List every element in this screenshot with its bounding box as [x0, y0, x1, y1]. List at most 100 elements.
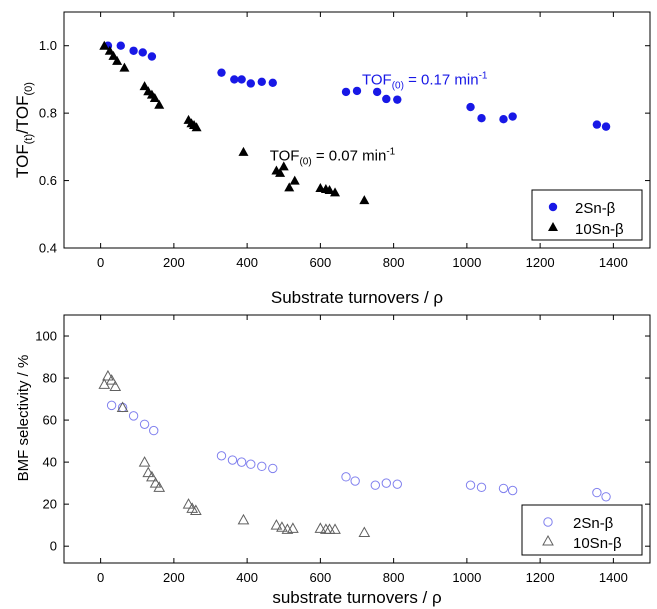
top-y-tick-label: 1.0 [39, 38, 57, 53]
bottom-point-series-1 [138, 456, 151, 467]
bottom-y-tick-label: 80 [43, 371, 57, 386]
bottom-point-series-1 [329, 523, 341, 534]
bottom-x-tick-label: 1400 [599, 570, 628, 585]
bottom-x-axis-label: substrate turnovers / ρ [272, 588, 441, 607]
top-point-series-0 [237, 75, 246, 84]
top-legend-box [531, 189, 643, 241]
top-x-tick-label: 800 [383, 255, 405, 270]
top-point-series-0 [268, 78, 277, 88]
top-point-series-0 [592, 120, 602, 129]
bottom-point-series-0 [392, 479, 402, 489]
annotation-sub: (0) [392, 80, 404, 91]
bottom-legend-box [521, 504, 643, 556]
top-point-series-1 [324, 185, 335, 195]
top-point-series-1 [104, 45, 115, 55]
bottom-point-series-0 [106, 400, 117, 411]
top-panel: 0 200 400 600 800 1000 1200 1400 0.4 0.6 0.8 1.0 T… [13, 11, 651, 307]
annotation-prefix: TOF [362, 71, 392, 88]
top-point-series-1 [99, 40, 110, 50]
bottom-x-tick-label: 400 [236, 570, 258, 585]
top-point-series-0 [393, 95, 402, 104]
top-legend-label-10sn: 10Sn-β [575, 221, 624, 238]
top-legend: 2Sn-β 10Sn-β [531, 189, 643, 241]
top-x-axis-label: Substrate turnovers / ρ [271, 288, 443, 307]
top-x-tick-label: 1400 [599, 255, 628, 270]
top-y-tick-label: 0.4 [39, 241, 57, 256]
bottom-y-axis-ticks: 0 20 40 60 80 100 [35, 329, 650, 554]
top-point-series-0 [129, 46, 138, 55]
bottom-point-series-1 [109, 380, 122, 391]
annotation-sup: -1 [479, 70, 488, 81]
bottom-point-series-1 [116, 401, 129, 412]
top-x-tick-label: 200 [163, 255, 185, 270]
bottom-point-series-0 [268, 463, 278, 474]
bottom-point-series-0 [370, 480, 381, 490]
top-y-tick-label: 0.6 [39, 173, 57, 188]
top-y-axis-ticks: 0.4 0.6 0.8 1.0 [39, 38, 650, 256]
top-point-series-0 [147, 52, 157, 61]
bottom-legend-label-2sn: 2Sn-β [573, 515, 614, 532]
bottom-point-series-0 [592, 487, 602, 498]
bottom-point-series-0 [341, 472, 351, 482]
top-y-label-sub1: (t) [23, 134, 35, 144]
bottom-point-series-0 [236, 457, 247, 467]
top-annotation-0: TOF(0) = 0.17 min-1 [362, 70, 488, 91]
top-y-label-mid: /TOF [13, 95, 32, 133]
top-point-series-0 [341, 87, 351, 97]
annotation-middle: = 0.07 min [312, 147, 387, 164]
top-y-label-sub2: (0) [23, 82, 35, 95]
bottom-point-series-0 [149, 425, 159, 436]
top-point-series-1 [119, 62, 130, 72]
bottom-panel: 0 200 400 600 800 1000 1200 1400 0 20 40 60 80 100 s… [15, 314, 651, 607]
bottom-point-series-1 [358, 526, 371, 538]
top-point-series-1 [154, 99, 165, 109]
bottom-point-series-0 [507, 485, 518, 496]
bottom-point-series-0 [350, 476, 360, 486]
top-point-series-1 [112, 55, 123, 65]
annotation-sup: -1 [386, 146, 395, 157]
bottom-point-series-1 [270, 519, 283, 530]
bottom-point-series-0 [476, 482, 487, 493]
top-point-series-1 [284, 182, 295, 192]
top-point-series-0 [138, 48, 147, 57]
top-point-series-1 [238, 146, 249, 156]
top-data-marks [99, 40, 611, 205]
top-x-tick-label: 0 [97, 255, 104, 270]
top-plot-frame [63, 11, 651, 249]
top-y-label-main: TOF [13, 144, 32, 178]
top-legend-marker-10sn [548, 222, 558, 231]
bottom-y-tick-label: 60 [43, 413, 57, 428]
annotation-sub: (0) [299, 156, 311, 167]
bottom-point-series-1 [276, 521, 288, 532]
annotation-middle: = 0.17 min [404, 71, 479, 88]
top-point-series-0 [116, 41, 125, 50]
top-x-axis-ticks: 0 200 400 600 800 1000 1200 1400 [97, 12, 628, 270]
top-x-tick-label: 400 [236, 255, 258, 270]
bottom-point-series-1 [146, 470, 158, 482]
bottom-point-series-1 [182, 498, 195, 509]
bottom-point-series-1 [142, 466, 155, 478]
bottom-plot-frame [63, 314, 651, 564]
top-point-series-1 [191, 122, 202, 132]
bottom-data-marks [98, 369, 611, 538]
bottom-y-tick-label: 0 [50, 539, 57, 554]
bottom-point-series-0 [257, 461, 267, 472]
bottom-point-series-1 [149, 477, 162, 488]
bottom-y-tick-label: 20 [43, 497, 57, 512]
top-point-series-0 [499, 115, 508, 124]
bottom-point-series-0 [498, 483, 509, 494]
bottom-point-series-0 [128, 411, 139, 421]
bottom-legend: 2Sn-β 10Sn-β [521, 504, 643, 556]
bottom-point-series-0 [381, 478, 391, 488]
bottom-point-series-1 [190, 504, 202, 515]
top-point-series-1 [139, 81, 150, 91]
bottom-point-series-0 [216, 451, 227, 461]
top-point-series-0 [508, 112, 517, 121]
bottom-point-series-0 [601, 492, 611, 502]
top-legend-marker-2sn [548, 202, 558, 212]
bottom-point-series-1 [314, 522, 327, 533]
bottom-y-tick-label: 100 [35, 329, 57, 344]
top-point-series-0 [466, 102, 475, 112]
top-point-series-1 [149, 92, 160, 102]
